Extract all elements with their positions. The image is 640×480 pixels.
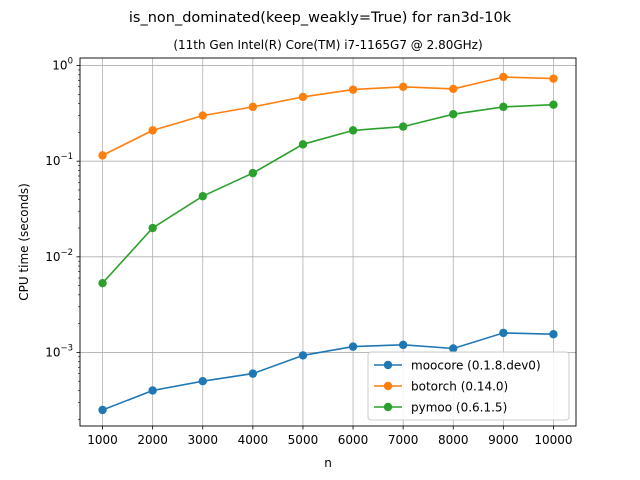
data-point	[98, 405, 107, 415]
data-point	[198, 377, 207, 386]
x-tick-label: 10000	[534, 433, 572, 447]
series-line-1	[102, 76, 554, 157]
data-point	[348, 85, 358, 94]
x-tick-label: 5000	[288, 433, 319, 447]
legend: moocore (0.1.8.dev0) botorch (0.14.0) pymo…	[367, 351, 570, 421]
legend-marker	[383, 381, 393, 391]
data-point	[148, 223, 157, 233]
data-point	[398, 82, 408, 91]
data-point	[198, 111, 207, 120]
y-tick-label: 10−2	[45, 248, 73, 264]
data-point	[398, 122, 408, 131]
data-point	[98, 151, 107, 160]
data-point	[148, 386, 157, 395]
legend-label: moocore (0.1.8.dev0)	[411, 359, 541, 373]
y-tick-label: 100	[52, 57, 73, 73]
x-tick-label: 2000	[137, 433, 168, 447]
data-point	[449, 344, 458, 353]
data-point	[198, 192, 207, 201]
data-point	[499, 102, 508, 112]
data-point	[298, 140, 308, 149]
legend-box	[367, 351, 570, 421]
data-point	[549, 74, 558, 83]
data-point	[499, 328, 508, 338]
plot-area: 1000 2000 3000 4000 5000 6000 7000 8000 9000 1000…	[45, 57, 577, 447]
data-point	[499, 72, 508, 82]
data-point	[348, 126, 358, 135]
series-line-2	[101, 103, 554, 284]
data-point	[348, 342, 358, 351]
x-tick-label: 9000	[488, 433, 519, 447]
y-axis-label: CPU time (seconds)	[17, 183, 31, 301]
chart-title: is_non_dominated(keep_weakly=True) for r…	[129, 10, 512, 26]
x-tick-label: 1000	[87, 433, 118, 447]
data-point	[248, 102, 258, 112]
data-point	[248, 369, 258, 378]
series-line-0	[102, 332, 554, 411]
data-point	[549, 100, 558, 109]
x-tick-label: 7000	[388, 433, 419, 447]
data-point	[549, 330, 558, 339]
axes-frame	[79, 57, 577, 427]
data-point	[298, 92, 308, 102]
x-tick-label: 6000	[338, 433, 369, 447]
x-tick-label: 8000	[438, 433, 469, 447]
data-point	[298, 351, 308, 360]
x-tick-label: 4000	[238, 433, 269, 447]
data-point	[398, 340, 408, 350]
data-point	[449, 110, 458, 119]
legend-marker	[383, 360, 393, 370]
legend-marker	[383, 402, 393, 412]
legend-label: botorch (0.14.0)	[411, 380, 508, 394]
x-tick-label: 3000	[187, 433, 218, 447]
data-point	[98, 278, 107, 288]
data-point	[148, 126, 157, 135]
y-tick-label: 10−1	[45, 152, 73, 168]
legend-label: pymoo (0.6.1.5)	[411, 401, 507, 415]
x-axis-label: n	[324, 456, 332, 470]
data-point	[449, 84, 458, 94]
chart-subtitle: (11th Gen Intel(R) Core(TM) i7-1165G7 @ …	[173, 38, 482, 52]
data-point	[248, 168, 258, 178]
y-tick-label: 10−3	[45, 343, 73, 359]
